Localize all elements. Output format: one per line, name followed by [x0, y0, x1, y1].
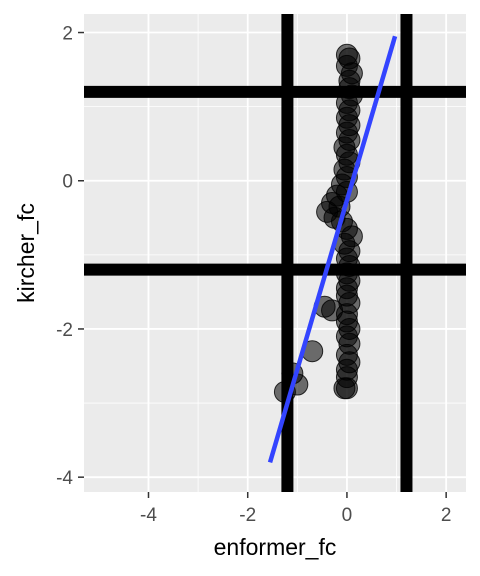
y-axis: -4 -2 0 2: [56, 24, 84, 489]
y-tick-label: -2: [56, 320, 73, 341]
x-tick-label: 0: [342, 505, 353, 526]
x-axis: -4 -2 0 2: [140, 492, 451, 526]
data-point: [333, 377, 356, 400]
fit-line-layer: [267, 35, 398, 463]
y-tick-label: 2: [62, 24, 73, 45]
y-axis-title: kircher_fc: [13, 203, 39, 303]
y-tick-label: -4: [56, 468, 73, 489]
x-tick-label: 2: [441, 505, 452, 526]
x-tick-label: -2: [239, 505, 256, 526]
reference-lines: [84, 14, 466, 492]
y-tick-label: 0: [62, 172, 73, 193]
x-axis-title: enformer_fc: [214, 534, 337, 560]
fit-line: [267, 35, 398, 463]
x-tick-label: -4: [140, 505, 157, 526]
